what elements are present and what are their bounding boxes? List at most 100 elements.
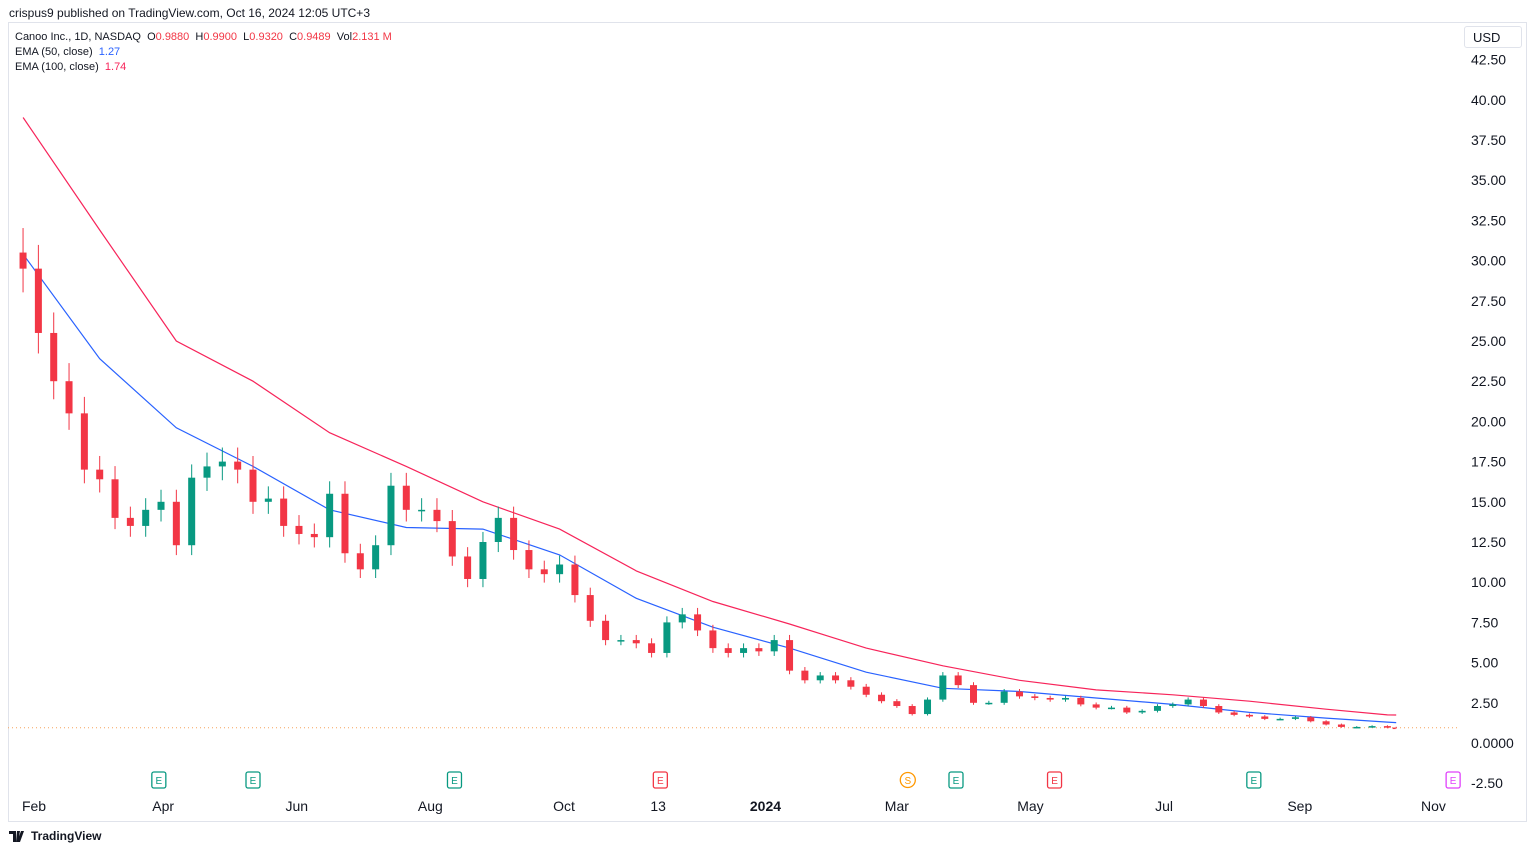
published-caption: crispus9 published on TradingView.com, O… — [9, 6, 370, 20]
candle-body — [126, 517, 134, 526]
x-tick-label: Jun — [286, 798, 309, 814]
candle-body — [663, 622, 671, 653]
candle-body — [724, 648, 732, 653]
candle-body — [494, 517, 502, 542]
candle-body — [1031, 696, 1039, 698]
tradingview-logo-icon — [9, 830, 24, 842]
x-tick-label: Mar — [885, 798, 909, 814]
x-tick-label: Oct — [553, 798, 575, 814]
candle-body — [770, 640, 778, 652]
low-label: L — [243, 31, 250, 43]
currency-button[interactable]: USD — [1464, 26, 1522, 48]
x-tick-label: Apr — [152, 798, 174, 814]
candle-body — [34, 268, 42, 333]
high-value: 0.9900 — [203, 31, 238, 43]
y-tick-label: 5.00 — [1471, 655, 1498, 671]
chart-panel[interactable] — [8, 22, 1527, 822]
ema100-value: 1.74 — [104, 61, 127, 73]
candle-body — [310, 533, 318, 538]
candle-body — [709, 630, 717, 649]
candle-body — [50, 332, 58, 382]
y-tick-label: 2.50 — [1471, 695, 1498, 711]
x-tick-label: 13 — [650, 798, 666, 814]
candle-body — [694, 614, 702, 631]
candle-body — [1077, 697, 1085, 705]
candle-body — [525, 550, 533, 570]
y-tick-label: 0.0000 — [1471, 735, 1514, 751]
x-tick-label: Jul — [1155, 798, 1173, 814]
candle-body — [786, 640, 794, 671]
candle-body — [249, 469, 257, 502]
y-tick-label: 10.00 — [1471, 574, 1506, 590]
event-label: E — [451, 776, 458, 787]
ema50-legend[interactable]: EMA (50, close) 1.27 — [15, 45, 392, 60]
split-event-icon — [899, 771, 916, 789]
brand-name: TradingView — [31, 829, 102, 843]
ema50-line — [22, 253, 1397, 724]
y-tick-label: 17.50 — [1471, 454, 1506, 470]
candle-body — [111, 479, 119, 518]
candle-body — [433, 509, 441, 522]
candle-body — [801, 670, 809, 681]
candle-body — [341, 493, 349, 554]
close-value: 0.9489 — [297, 31, 331, 43]
candle-body — [1307, 717, 1315, 722]
candle-body — [540, 569, 548, 575]
candle-body — [893, 701, 901, 707]
candle-body — [678, 614, 686, 623]
candle-body — [326, 493, 334, 538]
earnings-event-icon — [1445, 771, 1461, 789]
y-tick-label: 42.50 — [1471, 52, 1506, 68]
candle-body — [924, 699, 932, 715]
y-tick-label: 35.00 — [1471, 172, 1506, 188]
open-label: O — [147, 31, 156, 43]
tradingview-logo: TradingView — [9, 829, 101, 843]
candle-body — [985, 702, 993, 705]
candle-body — [908, 706, 916, 715]
candle-body — [1261, 716, 1269, 719]
candle-body — [295, 525, 303, 534]
y-tick-label: 32.50 — [1471, 212, 1506, 228]
candle-body — [479, 542, 487, 579]
earnings-event-icon — [245, 771, 261, 789]
candle-body — [1276, 718, 1284, 721]
candle-body — [1123, 707, 1131, 713]
ema100-legend[interactable]: EMA (100, close) 1.74 — [15, 60, 392, 75]
candle-body — [1245, 714, 1253, 717]
candle-body — [586, 595, 594, 621]
candle-body — [203, 466, 211, 478]
event-label: E — [1450, 776, 1457, 787]
y-tick-label: 25.00 — [1471, 333, 1506, 349]
y-tick-label: -2.50 — [1471, 775, 1503, 791]
candle-body — [218, 461, 226, 467]
candle-body — [65, 381, 73, 414]
y-tick-label: 12.50 — [1471, 534, 1506, 550]
y-tick-label: 30.00 — [1471, 253, 1506, 269]
y-tick-label: 22.50 — [1471, 373, 1506, 389]
candle-body — [510, 517, 518, 551]
x-tick-label: 2024 — [750, 798, 781, 814]
candle-body — [402, 485, 410, 510]
candle-body — [80, 413, 88, 470]
candle-body — [157, 501, 165, 510]
ema50-label: EMA (50, close) — [15, 46, 93, 58]
candle-body — [1353, 726, 1361, 729]
open-value: 0.9880 — [155, 31, 190, 43]
symbol-label[interactable]: Canoo Inc., 1D, NASDAQ — [15, 31, 141, 43]
candle-body — [188, 477, 196, 546]
candle-body — [1392, 727, 1396, 730]
candle-body — [372, 545, 380, 570]
candle-body — [862, 686, 870, 695]
candle-body — [648, 643, 656, 653]
earnings-event-icon — [1246, 771, 1262, 789]
y-tick-label: 7.50 — [1471, 614, 1498, 630]
event-label: E — [953, 776, 960, 787]
ema100-line — [22, 117, 1397, 716]
x-tick-label: May — [1017, 798, 1043, 814]
x-tick-label: Feb — [22, 798, 46, 814]
candle-body — [1000, 691, 1008, 703]
candle-body — [264, 498, 272, 502]
candle-body — [1046, 697, 1054, 700]
candle-body — [1230, 712, 1238, 715]
